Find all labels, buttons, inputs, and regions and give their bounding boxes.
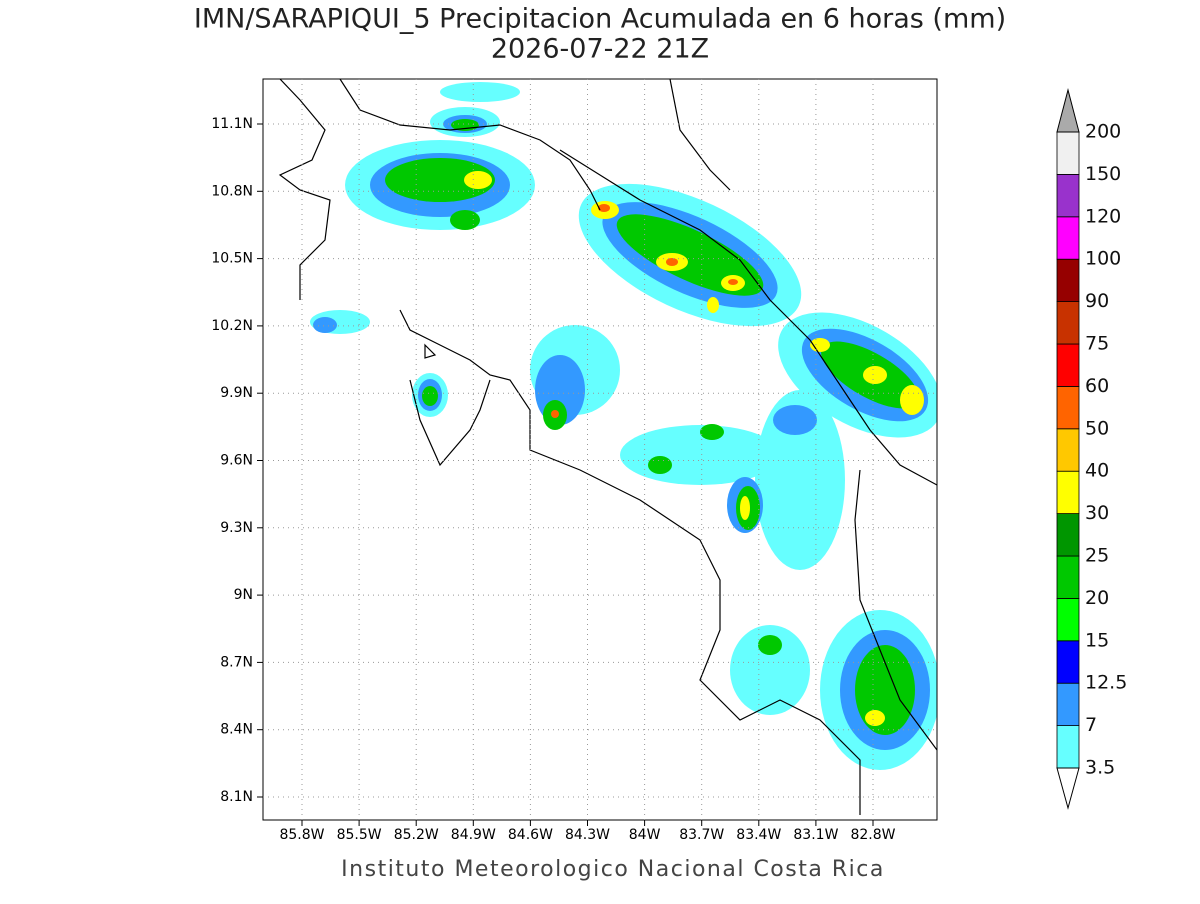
colorbar-label: 3.5 (1085, 757, 1115, 779)
colorbar-label: 15 (1085, 629, 1109, 651)
lat-tick-label: 9N (234, 587, 253, 603)
colorbar-bin (1056, 725, 1080, 769)
map (262, 78, 938, 821)
lon-tick-label: 83.1W (793, 827, 838, 843)
lon-tick-label: 84.9W (451, 827, 496, 843)
colorbar-label: 200 (1085, 121, 1121, 143)
colorbar-label: 25 (1085, 545, 1109, 567)
colorbar-under (1056, 767, 1080, 810)
colorbar-bin (1056, 682, 1080, 727)
lon-tick-label: 85.8W (279, 827, 324, 843)
lat-tick-label: 8.1N (220, 789, 253, 805)
lon-tick-label: 84.6W (508, 827, 553, 843)
colorbar-label: 60 (1085, 375, 1109, 397)
colorbar-label: 90 (1085, 290, 1109, 312)
title: IMN/SARAPIQUI_5 Precipitacion Acumulada … (194, 4, 1006, 35)
colorbar-bin (1056, 173, 1080, 218)
precip-field (310, 82, 937, 770)
coastline (278, 79, 937, 815)
lon-tick-label: 85.2W (394, 827, 439, 843)
lat-tick-label: 9.3N (220, 520, 253, 536)
lon-tick-label: 83.7W (679, 827, 724, 843)
colorbar-bin (1056, 258, 1080, 303)
colorbar-bin (1056, 513, 1080, 557)
colorbar-bin (1056, 216, 1080, 260)
lat-tick-label: 10.8N (211, 183, 253, 199)
colorbar-label: 40 (1085, 460, 1109, 482)
lon-tick-label: 84W (629, 827, 661, 843)
subtitle: 2026-07-22 21Z (491, 34, 709, 65)
lat-tick-label: 9.9N (220, 385, 253, 401)
lon-tick-label: 82.8W (850, 827, 895, 843)
footer: Instituto Meteorologico Nacional Costa R… (341, 857, 885, 882)
colorbar-bin (1056, 343, 1080, 387)
colorbar-over (1056, 88, 1080, 133)
lat-tick-label: 11.1N (211, 116, 253, 132)
lat-tick-label: 10.5N (211, 251, 253, 267)
colorbar-bin (1056, 555, 1080, 599)
colorbar-label: 120 (1085, 205, 1121, 227)
lon-tick-label: 85.5W (337, 827, 382, 843)
colorbar-bin (1056, 598, 1080, 642)
lat-tick-label: 10.2N (211, 318, 253, 334)
colorbar-label: 100 (1085, 248, 1121, 270)
colorbar-bin (1056, 428, 1080, 472)
colorbar-label: 75 (1085, 333, 1109, 355)
colorbar-label: 7 (1085, 714, 1097, 736)
colorbar-bin (1056, 640, 1080, 684)
colorbar-bin (1056, 385, 1080, 430)
lon-tick-label: 83.4W (736, 827, 781, 843)
colorbar-bin (1056, 131, 1080, 175)
lat-tick-label: 8.7N (220, 654, 253, 670)
colorbar-label: 50 (1085, 417, 1109, 439)
colorbar-label: 20 (1085, 587, 1109, 609)
colorbar-bin (1056, 301, 1080, 345)
colorbar-label: 150 (1085, 163, 1121, 185)
lat-tick-label: 9.6N (220, 453, 253, 469)
colorbar-label: 30 (1085, 502, 1109, 524)
lat-tick-label: 8.4N (220, 722, 253, 738)
colorbar-label: 12.5 (1085, 672, 1127, 694)
colorbar-bin (1056, 470, 1080, 515)
lon-tick-label: 84.3W (565, 827, 610, 843)
map-frame (262, 78, 938, 821)
